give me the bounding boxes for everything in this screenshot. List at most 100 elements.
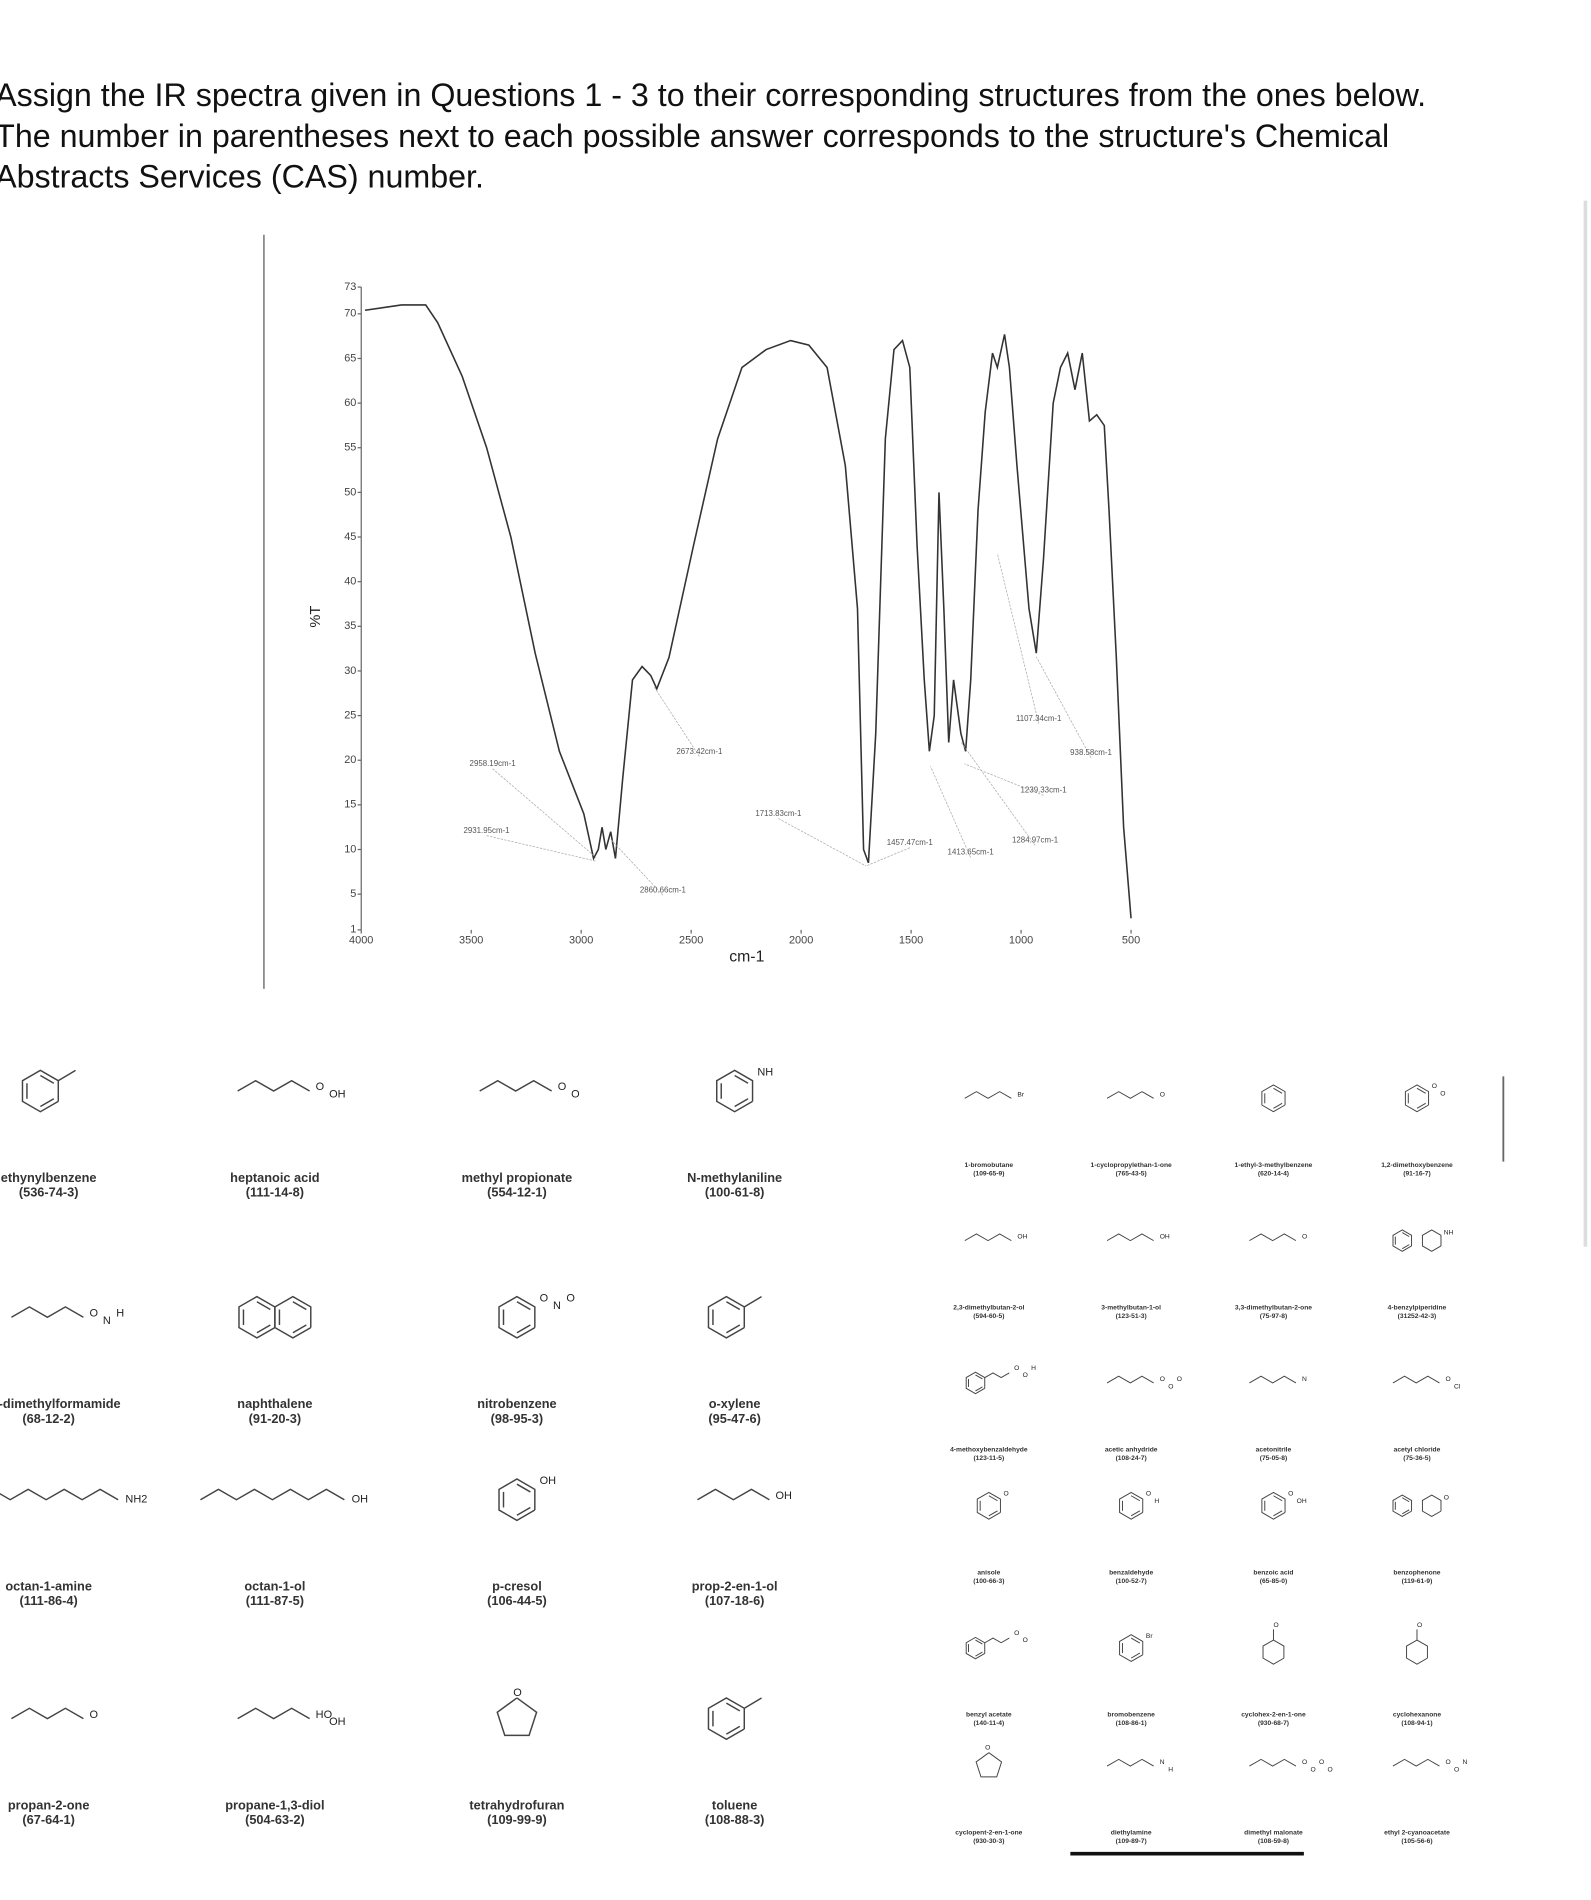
cas-number: (111-86-4) <box>20 1593 78 1608</box>
compound-name: 3-methylbutan-1-ol <box>1101 1304 1161 1311</box>
y-tick-label: 70 <box>344 308 356 320</box>
compound-name: tetrahydrofuran <box>469 1798 564 1813</box>
y-tick-label: 20 <box>344 754 356 766</box>
bond <box>975 1386 983 1392</box>
cas-number: (109-65-9) <box>973 1170 1004 1177</box>
atom-label: OH <box>352 1494 368 1506</box>
atom-label: O <box>540 1293 549 1305</box>
cas-number: (765-43-5) <box>1116 1170 1147 1177</box>
bond <box>964 1233 1012 1242</box>
compound-name: N-methylaniline <box>687 1170 782 1185</box>
bond <box>1273 1087 1283 1094</box>
bond <box>716 1069 754 1113</box>
compound-name: 1-ethyl-3-methylbenzene <box>1235 1162 1313 1169</box>
compound-name: benzyl acetate <box>966 1712 1012 1719</box>
bond <box>965 1636 986 1660</box>
peak-label: 1284.97cm-1 <box>1012 836 1058 845</box>
cas-number: (504-63-2) <box>245 1812 305 1827</box>
cas-number: (107-18-6) <box>705 1593 765 1608</box>
compound-name: benzoic acid <box>1253 1569 1293 1576</box>
bond <box>237 1707 310 1720</box>
atom-label: H <box>1031 1365 1036 1372</box>
cas-number: (109-99-9) <box>487 1812 547 1827</box>
cas-number: (108-94-1) <box>1401 1720 1432 1727</box>
atom-label: O <box>1328 1766 1333 1773</box>
y-axis-label: %T <box>308 606 324 628</box>
atom-label: O <box>1014 1365 1019 1372</box>
compound-name: acetic anhydride <box>1105 1447 1158 1454</box>
atom-label: O <box>1168 1383 1173 1390</box>
compound-name: nitrobenzene <box>477 1396 556 1411</box>
atom-label: N <box>553 1300 561 1312</box>
peak-label: 1107.34cm-1 <box>1016 714 1061 723</box>
atom-label: O <box>1454 1766 1459 1773</box>
compound-name: o-xylene <box>709 1396 761 1411</box>
bond <box>1106 1758 1154 1767</box>
y-tick-label: 55 <box>344 442 356 454</box>
x-tick-label: 3500 <box>459 935 483 947</box>
atom-label: HO <box>316 1709 332 1721</box>
bond <box>1273 1102 1283 1109</box>
atom-label: O <box>1004 1491 1009 1498</box>
cas-number: (67-64-1) <box>22 1812 75 1827</box>
cas-number: (105-56-6) <box>1401 1838 1432 1845</box>
bond <box>292 1324 307 1334</box>
atom-label: O <box>1160 1091 1165 1098</box>
bond <box>1262 1639 1285 1665</box>
bond <box>1402 1497 1410 1503</box>
y-tick-label: 50 <box>344 486 356 498</box>
y-tick-label: 60 <box>344 397 356 409</box>
compound-name: 2,3-dimethylbutan-2-ol <box>953 1304 1024 1311</box>
bond <box>726 1702 741 1712</box>
bond <box>707 1295 746 1339</box>
bond <box>1392 1494 1413 1518</box>
cas-number: (930-68-7) <box>1258 1720 1289 1727</box>
bond <box>988 1510 998 1517</box>
bond <box>1249 1758 1297 1767</box>
bond <box>1130 1510 1141 1517</box>
peak-label: 2958.19cm-1 <box>470 759 516 768</box>
compound-name: 3,3-dimethylbutan-2-one <box>1235 1304 1312 1311</box>
bond <box>734 1074 749 1084</box>
cas-number: (100-52-7) <box>1116 1578 1147 1585</box>
atom-label: N <box>103 1315 111 1327</box>
bond <box>707 1697 746 1741</box>
y-tick-label: 45 <box>344 531 356 543</box>
peak-label: 938.58cm-1 <box>1070 748 1112 757</box>
bond <box>238 1295 276 1339</box>
bond <box>1249 1233 1297 1242</box>
y-tick-label: 5 <box>350 888 356 900</box>
atom-label: O <box>89 1307 98 1319</box>
bond <box>975 1374 983 1380</box>
spectrum-line <box>364 304 1132 919</box>
bond <box>1273 1495 1283 1502</box>
bond <box>1119 1634 1144 1663</box>
atom-label: O <box>985 1745 990 1752</box>
bond <box>21 1069 60 1113</box>
bond <box>965 1371 986 1395</box>
bond <box>1402 1232 1410 1238</box>
atom-label: H <box>116 1307 124 1319</box>
compound-name: N,N-dimethylformamide <box>0 1396 121 1411</box>
leader-line <box>997 553 1040 724</box>
bond <box>976 1491 1001 1520</box>
atom-label: H <box>1168 1766 1173 1773</box>
bond <box>1261 1084 1286 1113</box>
leader-line <box>654 687 700 757</box>
compound-name: ethyl 2-cyanoacetate <box>1384 1830 1450 1837</box>
y-tick-label: 65 <box>344 352 356 364</box>
atom-label: O <box>1440 1090 1445 1097</box>
bond <box>1249 1375 1297 1384</box>
peak-label: 2673.42cm-1 <box>676 747 722 756</box>
bond <box>516 1483 531 1493</box>
bond <box>734 1098 749 1108</box>
bond <box>237 1079 310 1092</box>
bond <box>11 1306 84 1319</box>
bond <box>1402 1509 1410 1515</box>
leader-line <box>778 818 867 867</box>
compound-name: cyclohexanone <box>1393 1712 1441 1719</box>
cas-number: (91-16-7) <box>1403 1170 1430 1177</box>
cas-number: (108-86-1) <box>1116 1720 1147 1727</box>
atom-label: O <box>1146 1491 1151 1498</box>
